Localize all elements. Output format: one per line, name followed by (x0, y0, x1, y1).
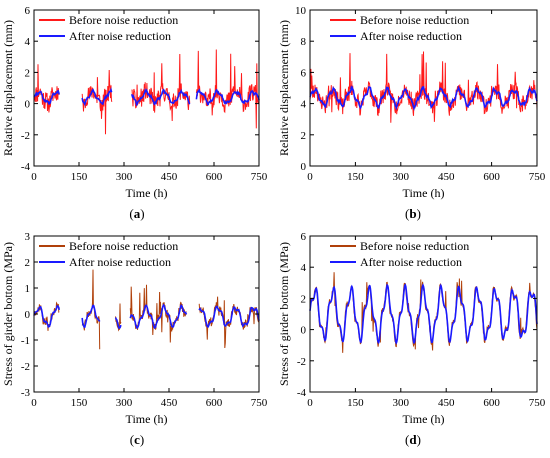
y-tick-label: 2 (301, 130, 307, 142)
legend-entry-label: Before noise reduction (69, 13, 178, 27)
plot-frame (309, 235, 538, 393)
legend-entry-label: Before noise reduction (69, 239, 178, 253)
y-tick-label: 2 (301, 293, 307, 305)
y-tick-label: 2 (25, 257, 31, 269)
x-tick-label: 300 (116, 171, 133, 183)
x-tick-label: 300 (116, 397, 133, 409)
series-line-after-d (309, 283, 538, 345)
x-tick-label: 0 (31, 397, 37, 409)
y-tick-label: 0 (301, 161, 307, 173)
x-tick-label: 150 (347, 397, 364, 409)
x-axis-label: Time (h) (126, 186, 168, 200)
x-tick-label: 450 (438, 397, 455, 409)
x-tick-label: 450 (161, 171, 178, 183)
y-tick-label: 3 (25, 231, 31, 243)
y-tick-label: 10 (295, 5, 307, 17)
y-tick-label: -2 (21, 130, 30, 142)
panel-caption: (b) (405, 206, 421, 221)
y-tick-label: 6 (301, 231, 307, 243)
series-line-after-a (33, 87, 260, 107)
x-axis-label: Time (h) (403, 186, 445, 200)
x-tick-label: 150 (71, 171, 88, 183)
x-axis-label: Time (h) (403, 412, 445, 426)
y-axis-label: Stress of girder bottom (MPa) (277, 242, 291, 386)
x-tick-label: 450 (438, 171, 455, 183)
panel-caption: (d) (405, 432, 421, 447)
x-tick-label: 600 (206, 397, 223, 409)
panel-caption: (c) (130, 432, 144, 447)
y-tick-label: 0 (25, 99, 31, 111)
x-tick-label: 450 (161, 397, 178, 409)
x-tick-label: 300 (393, 397, 410, 409)
x-axis-label: Time (h) (126, 412, 168, 426)
plot-frame (33, 9, 260, 167)
panel-c: 0 150 300 450 600 750 -3 -2 -1 0 1 2 3 Time (h) Stress… (1, 231, 268, 447)
legend-entry-label: After noise reduction (69, 29, 171, 43)
plot-frame (309, 9, 538, 167)
x-tick-label: 600 (483, 171, 500, 183)
x-tick-label: 0 (31, 171, 37, 183)
y-axis-label: Stress of girder bottom (MPa) (1, 242, 15, 386)
x-tick-label: 150 (71, 397, 88, 409)
x-tick-label: 600 (483, 397, 500, 409)
y-tick-label: -4 (21, 161, 31, 173)
series-line-after-b (309, 85, 538, 111)
y-tick-label: -1 (21, 335, 30, 347)
y-tick-label: 4 (301, 99, 307, 111)
y-tick-label: -4 (297, 387, 307, 399)
x-tick-label: 0 (307, 397, 313, 409)
y-tick-label: 8 (301, 36, 307, 48)
y-tick-label: 2 (25, 67, 31, 79)
series-line-after-c (33, 303, 260, 330)
x-tick-label: 750 (251, 397, 268, 409)
y-tick-label: -2 (21, 361, 30, 373)
y-tick-label: 1 (25, 283, 31, 295)
y-tick-label: 0 (301, 325, 307, 337)
y-tick-label: 4 (25, 36, 31, 48)
x-tick-label: 300 (393, 171, 410, 183)
panel-a: 0 150 300 450 600 750 -4 -2 0 2 4 6 Time (h) Relative… (1, 5, 268, 221)
y-axis-label: Relative displacement (mm) (1, 20, 15, 156)
x-tick-label: 600 (206, 171, 223, 183)
legend-entry-label: Before noise reduction (360, 239, 469, 253)
y-axis-label: Relative displacement (mm) (277, 20, 291, 156)
panel-caption: (a) (129, 206, 144, 221)
y-tick-label: 6 (25, 5, 31, 17)
x-tick-label: 750 (251, 171, 268, 183)
legend-entry-label: Before noise reduction (360, 13, 469, 27)
series-line-before-c (33, 269, 260, 350)
x-tick-label: 150 (347, 171, 364, 183)
y-tick-label: -2 (297, 356, 306, 368)
x-tick-label: 750 (529, 171, 546, 183)
panel-b: 0 150 300 450 600 750 0 2 4 6 8 10 Time (h) Relative … (277, 5, 546, 221)
legend-entry-label: After noise reduction (360, 29, 462, 43)
y-tick-label: 4 (301, 262, 307, 274)
legend-entry-label: After noise reduction (69, 255, 171, 269)
y-tick-label: 0 (25, 309, 31, 321)
panel-d: 0 150 300 450 600 750 -4 -2 0 2 4 6 Time (h) Stress o… (277, 231, 546, 447)
x-tick-label: 750 (529, 397, 546, 409)
y-tick-label: 6 (301, 67, 307, 79)
x-tick-label: 0 (307, 171, 313, 183)
y-tick-label: -3 (21, 387, 31, 399)
legend-entry-label: After noise reduction (360, 255, 462, 269)
series-line-before-a (33, 49, 260, 135)
